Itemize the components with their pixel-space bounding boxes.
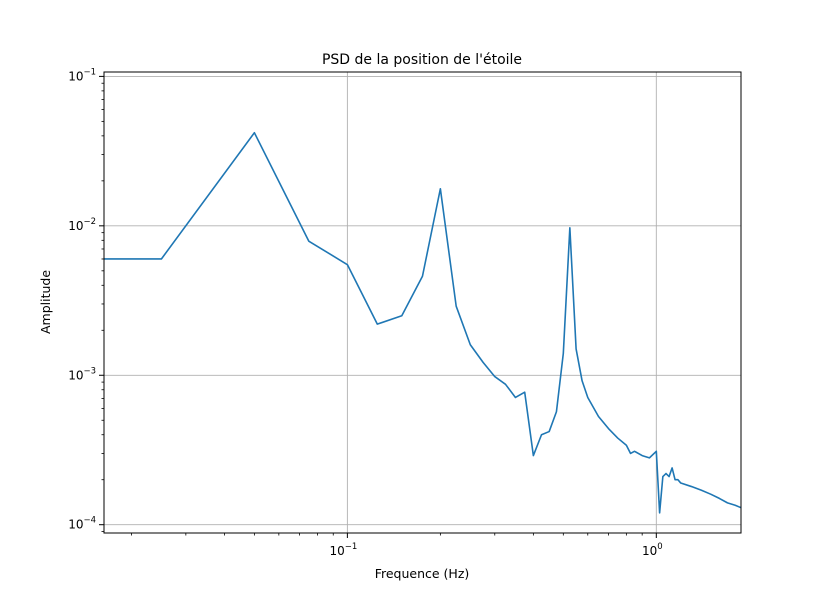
x-axis-label: Frequence (Hz) bbox=[375, 566, 470, 581]
y-tick-label-0: 10−4 bbox=[68, 516, 96, 532]
x-tick-label-1: 100 bbox=[642, 542, 663, 558]
y-axis-label: Amplitude bbox=[38, 270, 53, 334]
y-axis-ticks: 10−4 10−3 10−2 10−1 bbox=[68, 67, 104, 532]
x-axis-ticks: 10−1 100 bbox=[131, 533, 663, 558]
y-tick-label-3: 10−1 bbox=[68, 67, 96, 83]
psd-series-line bbox=[104, 131, 742, 514]
y-tick-label-2: 10−2 bbox=[68, 217, 96, 233]
x-tick-label-0: 10−1 bbox=[329, 542, 357, 558]
plot-area-frame bbox=[103, 71, 742, 534]
y-tick-label-1: 10−3 bbox=[68, 366, 96, 382]
grid bbox=[104, 72, 741, 533]
chart-title: PSD de la position de l'étoile bbox=[322, 52, 522, 68]
